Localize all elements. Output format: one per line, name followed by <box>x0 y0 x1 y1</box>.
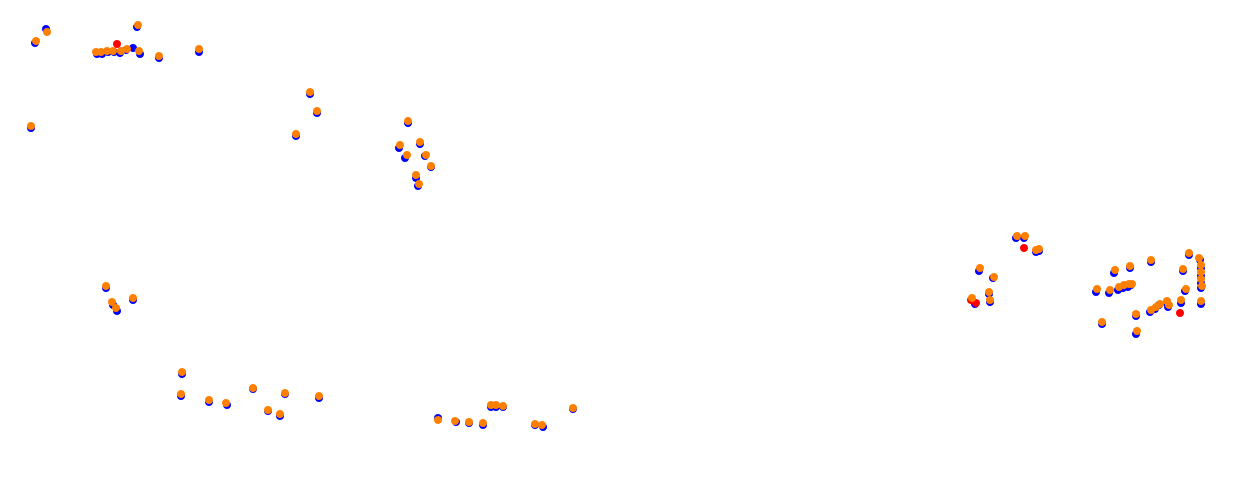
data-point <box>102 282 110 290</box>
data-point <box>178 368 186 376</box>
data-point <box>1197 261 1205 269</box>
data-point <box>1179 265 1187 273</box>
data-point <box>985 288 993 296</box>
data-point <box>1197 275 1205 283</box>
data-point <box>1035 245 1043 253</box>
data-point <box>32 37 40 45</box>
data-point <box>1133 327 1141 335</box>
data-point <box>499 402 507 410</box>
data-point <box>416 138 424 146</box>
data-point <box>306 88 314 96</box>
data-point <box>1195 254 1203 262</box>
data-point <box>396 141 404 149</box>
data-point <box>1198 282 1206 290</box>
data-point <box>129 294 137 302</box>
data-point <box>538 421 546 429</box>
data-point <box>1147 256 1155 264</box>
data-point <box>112 304 120 312</box>
data-point <box>427 162 435 170</box>
data-point <box>249 384 257 392</box>
data-point <box>43 28 51 36</box>
data-point <box>968 294 976 302</box>
data-point <box>976 264 984 272</box>
data-point <box>313 107 321 115</box>
data-point <box>135 47 143 55</box>
data-point <box>1126 262 1134 270</box>
data-point <box>422 151 430 159</box>
data-point <box>990 273 998 281</box>
data-point <box>155 52 163 60</box>
data-point <box>276 410 284 418</box>
data-point <box>1176 309 1184 317</box>
data-point <box>222 399 230 407</box>
data-point <box>986 296 994 304</box>
data-point <box>1093 285 1101 293</box>
data-point <box>1185 249 1193 257</box>
data-point <box>1197 268 1205 276</box>
series-2 <box>27 21 1206 429</box>
data-point <box>292 130 300 138</box>
data-point <box>205 396 213 404</box>
data-point <box>404 117 412 125</box>
data-point <box>129 44 137 52</box>
data-point <box>109 47 117 55</box>
data-point <box>1128 280 1136 288</box>
data-point <box>113 40 121 48</box>
data-point <box>1111 266 1119 274</box>
data-point <box>177 390 185 398</box>
data-point <box>1177 296 1185 304</box>
data-point <box>403 151 411 159</box>
data-point <box>134 21 142 29</box>
data-point <box>1197 297 1205 305</box>
data-point <box>412 171 420 179</box>
data-point <box>1020 244 1028 252</box>
data-point <box>103 47 111 55</box>
data-point <box>1156 300 1164 308</box>
data-point <box>195 45 203 53</box>
data-point <box>97 48 105 56</box>
data-point <box>1013 232 1021 240</box>
data-point <box>1021 232 1029 240</box>
data-point <box>108 298 116 306</box>
data-point <box>434 416 442 424</box>
data-point <box>465 418 473 426</box>
data-point <box>1106 286 1114 294</box>
data-point <box>1165 301 1173 309</box>
data-point <box>1182 285 1190 293</box>
data-point <box>1132 310 1140 318</box>
data-point <box>492 401 500 409</box>
data-point <box>264 406 272 414</box>
data-point <box>415 180 423 188</box>
data-point <box>1098 318 1106 326</box>
data-point <box>451 417 459 425</box>
data-point <box>531 420 539 428</box>
data-point <box>27 122 35 130</box>
data-point <box>123 45 131 53</box>
points-layer <box>27 21 1206 431</box>
data-point <box>479 419 487 427</box>
data-point <box>569 404 577 412</box>
data-point <box>281 389 289 397</box>
data-point <box>315 392 323 400</box>
